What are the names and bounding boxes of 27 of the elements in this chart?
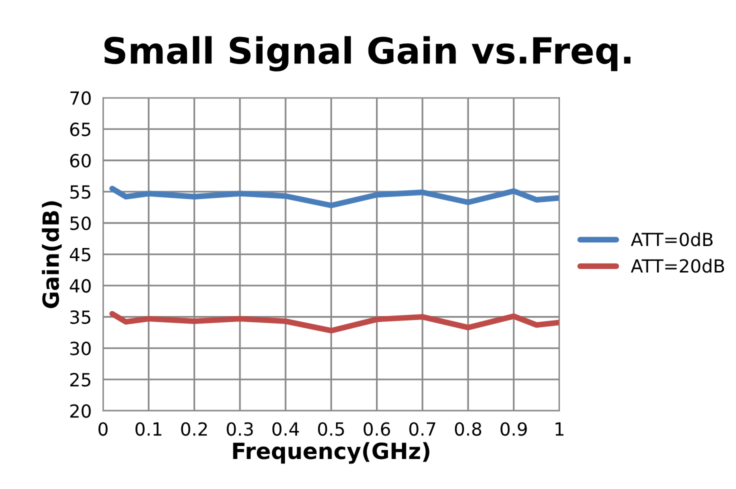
chart-title: Small Signal Gain vs.Freq.	[104, 36, 630, 72]
y-tick-label: 25	[70, 372, 90, 387]
y-axis-title: Gain(dB)	[42, 201, 62, 308]
x-tick-label: 1	[556, 422, 564, 436]
y-tick-label: 20	[70, 404, 91, 418]
y-tick-label: 40	[70, 279, 91, 293]
x-tick-label: 0	[98, 422, 108, 436]
legend-label: ATT=0dB	[630, 232, 713, 246]
x-axis-title: Frequency(GHz)	[233, 442, 430, 464]
x-tick-label: 0.2	[181, 422, 207, 436]
y-tick-label: 55	[70, 185, 90, 199]
y-tick-label: 50	[70, 216, 91, 230]
x-tick-label: 0.8	[454, 422, 482, 436]
x-tick-label: 0.9	[500, 422, 527, 436]
x-tick-label: 0.5	[318, 422, 344, 436]
y-tick-label: 70	[70, 91, 91, 105]
y-tick-label: 45	[70, 248, 90, 262]
y-tick-label: 35	[70, 310, 90, 324]
x-tick-label: 0.7	[409, 422, 436, 436]
y-tick-label: 65	[70, 122, 90, 136]
x-tick-label: 0.1	[136, 422, 162, 436]
x-tick-label: 0.3	[226, 422, 253, 436]
x-tick-label: 0.6	[364, 422, 390, 436]
y-tick-label: 60	[70, 154, 91, 168]
legend-label: ATT=20dB	[630, 258, 724, 273]
y-tick-label: 30	[70, 342, 91, 356]
x-tick-label: 0.4	[272, 422, 299, 436]
